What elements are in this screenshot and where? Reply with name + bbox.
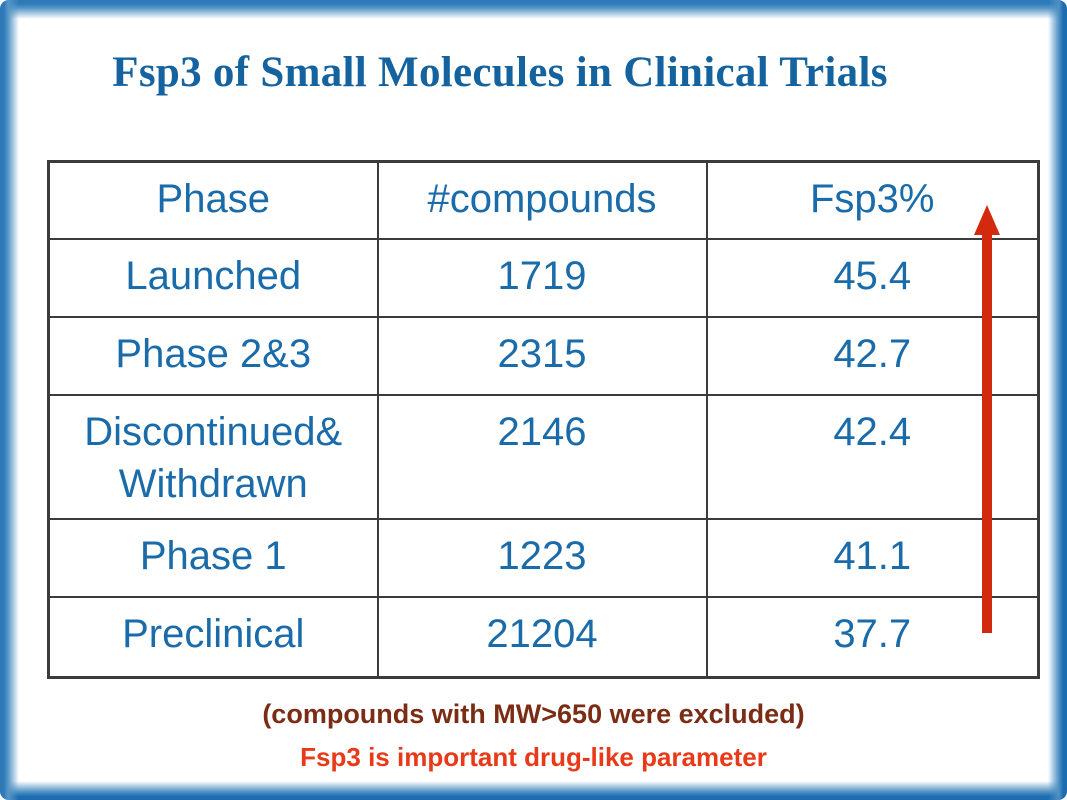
arrow-shaft [982,235,992,633]
table-row-launched: Launched 1719 45.4 [47,237,1040,318]
fsp3-table: Phase #compounds Fsp3% Launched 1719 45.… [47,160,1040,679]
table-row-discontinued-withdrawn: Discontinued& Withdrawn 2146 42.4 [47,393,1040,520]
cell-compounds: 21204 [376,595,708,679]
header-compounds: #compounds [376,160,708,240]
cell-compounds: 1223 [376,517,708,598]
table-row-preclinical: Preclinical 21204 37.7 [47,595,1040,679]
header-phase: Phase [47,160,379,240]
arrow-up-icon [974,205,1000,235]
frame-edge-right [1047,0,1067,800]
cell-phase: Phase 1 [47,517,379,598]
fsp3-table-container: Phase #compounds Fsp3% Launched 1719 45.… [47,160,1040,679]
cell-compounds: 2315 [376,315,708,396]
slide-title: Fsp3 of Small Molecules in Clinical Tria… [112,49,888,96]
cell-phase: Discontinued& Withdrawn [47,393,379,520]
cell-phase: Phase 2&3 [47,315,379,396]
footnote-fsp3-importance: Fsp3 is important drug-like parameter [300,742,767,772]
table-row-phase-1: Phase 1 1223 41.1 [47,517,1040,598]
cell-compounds: 2146 [376,393,708,520]
frame-edge-left [0,0,20,800]
table-header-row: Phase #compounds Fsp3% [47,160,1040,240]
cell-phase: Preclinical [47,595,379,679]
cell-phase: Launched [47,237,379,318]
footnote-mw-excluded: (compounds with MW>650 were excluded) [262,699,805,729]
frame-edge-top [0,0,1067,20]
frame-edge-bottom [0,780,1067,800]
fsp3-increase-arrow [974,205,1000,633]
cell-compounds: 1719 [376,237,708,318]
table-row-phase-2-3: Phase 2&3 2315 42.7 [47,315,1040,396]
